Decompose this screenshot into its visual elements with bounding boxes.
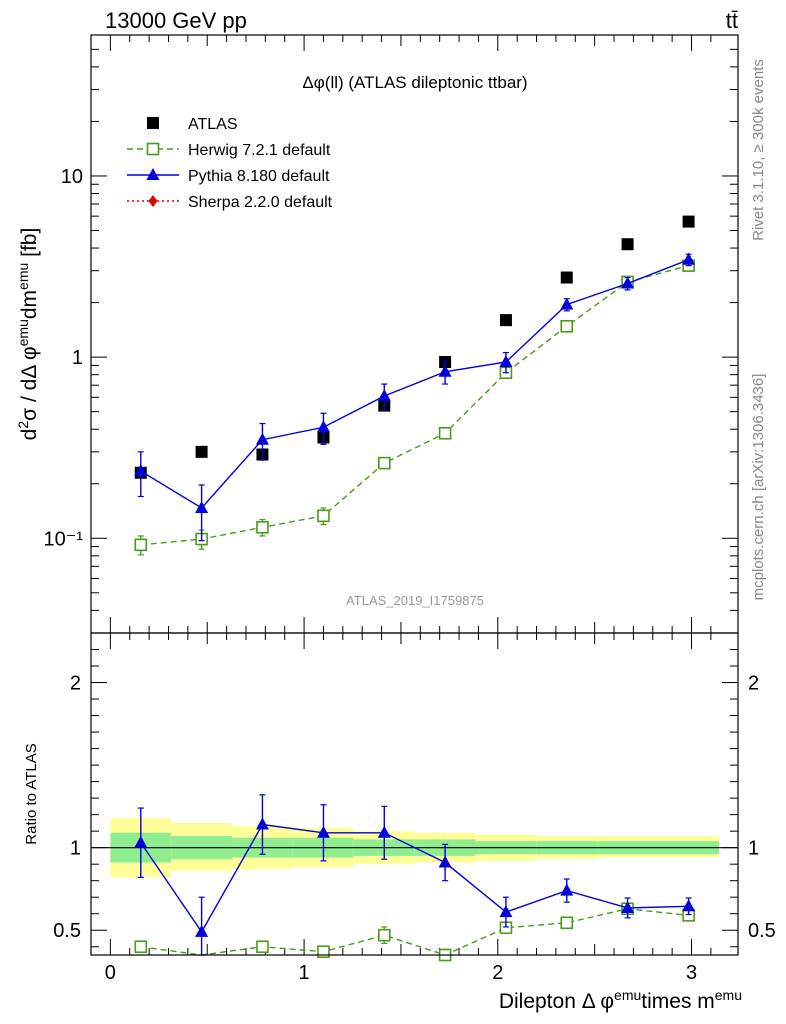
main-pythia-point [255,432,269,445]
main-pythia-point [499,354,513,367]
ratio-y-tick-label: 0.5 [53,920,81,942]
main-pythia-point [682,252,696,265]
ratio-y-tick-label-right: 2 [748,673,759,695]
main-pythia-point [195,500,209,513]
main-pythia-line [140,259,689,509]
ratio-xlabel: Dilepton Δ φemutimes memu [499,987,742,1013]
ratio-x-tick-label: 0 [105,962,116,984]
ratio-pythia-point [682,899,696,912]
ratio-pythia-point [316,825,330,838]
ratio-axes: 0.5 0.5 1 1 2 2 0 1 2 3 [53,633,776,984]
ratio-herwig-line [140,908,689,956]
legend-herwig-marker [146,142,160,156]
main-herwig-point [256,520,269,534]
main-pythia-point [377,389,391,402]
main-title: Δφ(ll) (ATLAS dileptonic ttbar) [302,73,527,92]
main-atlas-point [499,314,512,327]
main-axes: 10⁻¹ 1 10 [44,34,738,634]
main-y-tick-label: 1 [72,347,83,369]
legend-atlas-marker [147,117,159,129]
rivet-label: Rivet 3.1.10, ≥ 300k events [750,59,767,241]
main-herwig-point [560,319,574,333]
ratio-herwig-point [377,928,391,942]
ratio-frame [90,632,739,956]
main-y-tick-label: 10⁻¹ [44,528,84,550]
ratio-pythia-point [438,855,452,868]
legend-atlas-label: ATLAS [188,116,238,133]
legend-pythia-label: Pythia 8.180 default [188,168,330,185]
main-pythia-point [438,364,452,377]
ratio-series [134,794,696,962]
ratio-pythia-point [499,905,513,918]
main-herwig-point [317,509,330,523]
ratio-pythia-point [560,883,574,896]
ratio-herwig-point [134,940,148,954]
ratio-herwig-point [317,945,330,958]
main-pythia-point [560,297,574,310]
ratio-ylabel: Ratio to ATLAS [23,743,40,844]
ratio-y-tick-label-right: 1 [748,838,759,860]
main-atlas-point [621,238,634,251]
header-left-label: 13000 GeV pp [105,8,247,33]
ratio-x-tick-label: 1 [299,962,310,984]
ratio-herwig-point [560,916,574,930]
legend: ATLAS Herwig 7.2.1 default Pythia 8.180 de… [127,116,333,211]
main-ylabel: d2σ / dΔ φemudmemu [fb] [15,228,41,441]
ratio-y-tick-label-right: 0.5 [748,920,776,942]
main-herwig-line [140,264,689,546]
main-atlas-point [195,445,208,458]
ratio-pythia-point [255,817,269,830]
main-herwig-point [134,538,148,552]
ratio-pythia-line [140,823,689,934]
main-pythia-point [621,276,635,289]
ratio-herwig-point [256,940,269,954]
ratio-pythia-point [621,900,635,913]
ratio-pythia-point [195,924,209,937]
main-pythia-point [316,420,330,433]
ratio-panel: 0.5 0.5 1 1 2 2 0 1 2 3 [53,632,776,984]
main-atlas-point [560,271,573,284]
ratio-pythia-point [377,825,391,838]
main-pythia-point [134,464,148,477]
ratio-y-tick-label: 1 [70,838,81,860]
header-right-label: tt̄ [726,8,738,33]
ratio-x-tick-label: 3 [686,962,697,984]
main-series [134,215,696,556]
main-atlas-point [682,215,695,228]
legend-pythia-marker [146,168,160,180]
analysis-label: ATLAS_2019_I1759875 [346,593,484,608]
legend-sherpa-label: Sherpa 2.2.0 default [188,194,333,211]
main-herwig-point [377,456,391,470]
legend-herwig-label: Herwig 7.2.1 default [188,142,331,159]
ratio-pythia-point [134,835,148,848]
main-herwig-point [438,426,452,440]
ratio-y-tick-label: 2 [70,673,81,695]
mcplots-label: mcplots.cern.ch [arXiv:1306.3436] [750,374,767,601]
main-y-tick-label: 10 [61,166,83,188]
legend-sherpa-marker [148,195,158,207]
ratio-x-tick-label: 2 [492,962,503,984]
